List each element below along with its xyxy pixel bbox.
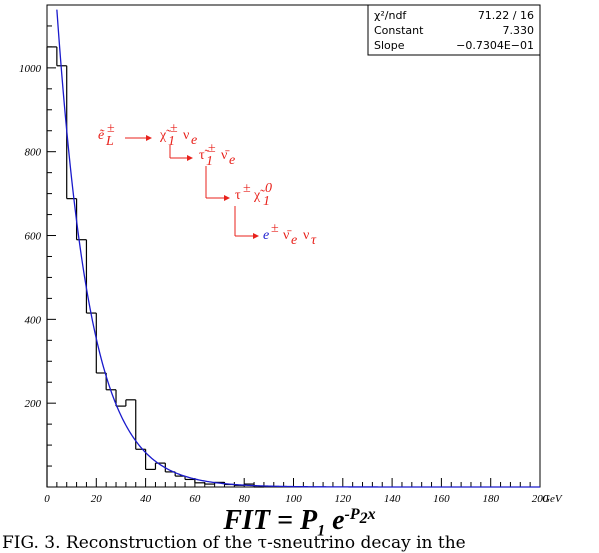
- decay-subscript: 1: [263, 194, 270, 209]
- x-tick-label: 80: [239, 493, 251, 505]
- x-tick-label: 120: [335, 493, 352, 505]
- x-tick-label: 60: [189, 493, 201, 505]
- decay-charge: ±: [170, 121, 178, 136]
- x-tick-label: 40: [140, 493, 152, 505]
- histogram-bars: [46, 46, 264, 488]
- decay-subscript: 1: [168, 134, 175, 149]
- histogram-plot: 0 20 40 60 80 100 120 140 160 180 200GeV2004006008…: [19, 4, 563, 505]
- y-tick-label: 200: [25, 398, 42, 410]
- decay-selectron: ẽ: [98, 128, 105, 143]
- figure-caption: FIG. 3. Reconstruction of the τ-sneutrin…: [2, 533, 466, 553]
- decay-antineutrino: ν̄: [221, 148, 230, 163]
- stats-value: 71.22 / 16: [478, 9, 534, 22]
- x-tick-label: 200: [532, 493, 549, 505]
- decay-antineutrino: ν̄: [283, 228, 292, 243]
- decay-charge: ±: [243, 181, 251, 196]
- stats-value: 7.330: [503, 24, 535, 37]
- decay-arrowhead: [146, 135, 152, 141]
- x-tick-label: 0: [44, 493, 50, 505]
- stats-box: χ²/ndf 71.22 / 16 Constant 7.330 Slope −0.730…: [367, 4, 541, 56]
- decay-stau: τ̃: [199, 148, 210, 163]
- axes: 0 20 40 60 80 100 120 140 160 180 200GeV2004006008…: [19, 4, 563, 505]
- decay-charge: ±: [271, 221, 279, 236]
- decay-subscript: e: [291, 233, 297, 248]
- y-tick-label: 400: [25, 314, 42, 326]
- stats-label: χ²/ndf: [374, 9, 407, 22]
- stats-label: Slope: [374, 39, 405, 52]
- x-tick-label: 100: [285, 493, 302, 505]
- decay-subscript: e: [229, 153, 235, 168]
- x-axis-label: GeV: [542, 493, 563, 505]
- fit-formula: FIT = P1 e-P2x: [223, 505, 376, 540]
- decay-neutrino: ν: [303, 228, 309, 243]
- decay-charge: ±: [107, 121, 115, 136]
- decay-chain-annotation: ẽ ±L χ̃ ±1 ν eτ̃ ±1 ν̄ eτ ± χ̃ 01e ± ν̄ e ν τ: [98, 121, 317, 248]
- decay-charge: 0: [265, 181, 272, 196]
- decay-subscript: e: [191, 133, 197, 148]
- stats-label: Constant: [374, 24, 424, 37]
- x-tick-label: 140: [384, 493, 401, 505]
- decay-neutrino: ν: [183, 128, 189, 143]
- stats-box-frame: [367, 4, 541, 56]
- stats-value: −0.7304E−01: [456, 39, 534, 52]
- decay-subscript: L: [105, 134, 114, 149]
- y-tick-label: 1000: [19, 63, 42, 75]
- y-tick-label: 600: [25, 231, 42, 243]
- decay-subscript: 1: [206, 154, 213, 169]
- x-tick-label: 160: [433, 493, 450, 505]
- x-tick-label: 180: [482, 493, 499, 505]
- decay-arrowhead: [224, 195, 230, 201]
- y-tick-label: 800: [25, 147, 42, 159]
- decay-arrowhead: [187, 155, 193, 161]
- decay-subscript: τ: [311, 233, 317, 248]
- x-tick-label: 20: [91, 493, 103, 505]
- decay-arrowhead: [253, 233, 259, 239]
- fit-curve: [56, 9, 540, 488]
- decay-tau: τ: [235, 188, 241, 203]
- decay-charge: ±: [208, 141, 216, 156]
- decay-electron: e: [263, 228, 269, 243]
